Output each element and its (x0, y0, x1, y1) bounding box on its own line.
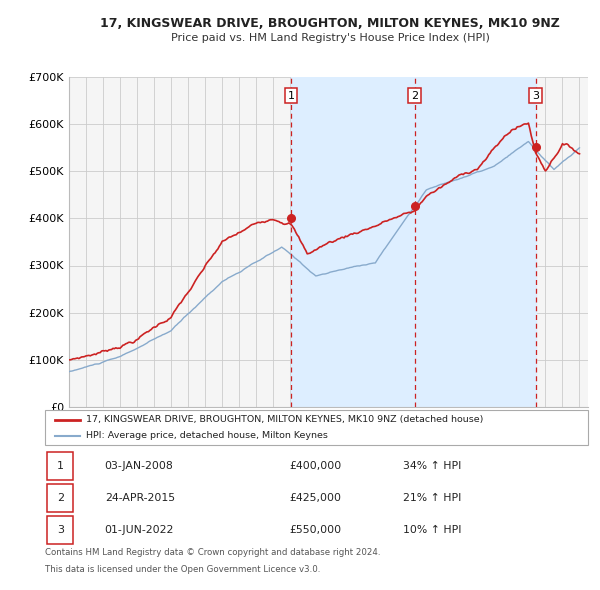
Bar (291, 77, 536, 407)
Text: 17, KINGSWEAR DRIVE, BROUGHTON, MILTON KEYNES, MK10 9NZ: 17, KINGSWEAR DRIVE, BROUGHTON, MILTON K… (100, 17, 560, 30)
Text: 34% ↑ HPI: 34% ↑ HPI (403, 461, 462, 471)
Text: This data is licensed under the Open Government Licence v3.0.: This data is licensed under the Open Gov… (45, 565, 320, 573)
FancyBboxPatch shape (47, 452, 73, 480)
Text: 17, KINGSWEAR DRIVE, BROUGHTON, MILTON KEYNES, MK10 9NZ (detached house): 17, KINGSWEAR DRIVE, BROUGHTON, MILTON K… (86, 415, 483, 424)
Text: 2: 2 (56, 493, 64, 503)
Text: 03-JAN-2008: 03-JAN-2008 (105, 461, 173, 471)
Text: 1: 1 (57, 461, 64, 471)
Text: £550,000: £550,000 (289, 525, 341, 535)
FancyBboxPatch shape (47, 516, 73, 544)
FancyBboxPatch shape (47, 484, 73, 512)
Text: 3: 3 (57, 525, 64, 535)
FancyBboxPatch shape (45, 410, 588, 445)
Text: Contains HM Land Registry data © Crown copyright and database right 2024.: Contains HM Land Registry data © Crown c… (45, 548, 380, 557)
Text: 3: 3 (532, 91, 539, 100)
Text: 10% ↑ HPI: 10% ↑ HPI (403, 525, 462, 535)
Text: HPI: Average price, detached house, Milton Keynes: HPI: Average price, detached house, Milt… (86, 431, 328, 440)
Text: 2: 2 (411, 91, 418, 100)
Text: 01-JUN-2022: 01-JUN-2022 (105, 525, 174, 535)
Text: 21% ↑ HPI: 21% ↑ HPI (403, 493, 462, 503)
Text: Price paid vs. HM Land Registry's House Price Index (HPI): Price paid vs. HM Land Registry's House … (170, 34, 490, 43)
Text: £400,000: £400,000 (289, 461, 341, 471)
Text: 1: 1 (287, 91, 295, 100)
Text: £425,000: £425,000 (289, 493, 341, 503)
Text: 24-APR-2015: 24-APR-2015 (105, 493, 175, 503)
